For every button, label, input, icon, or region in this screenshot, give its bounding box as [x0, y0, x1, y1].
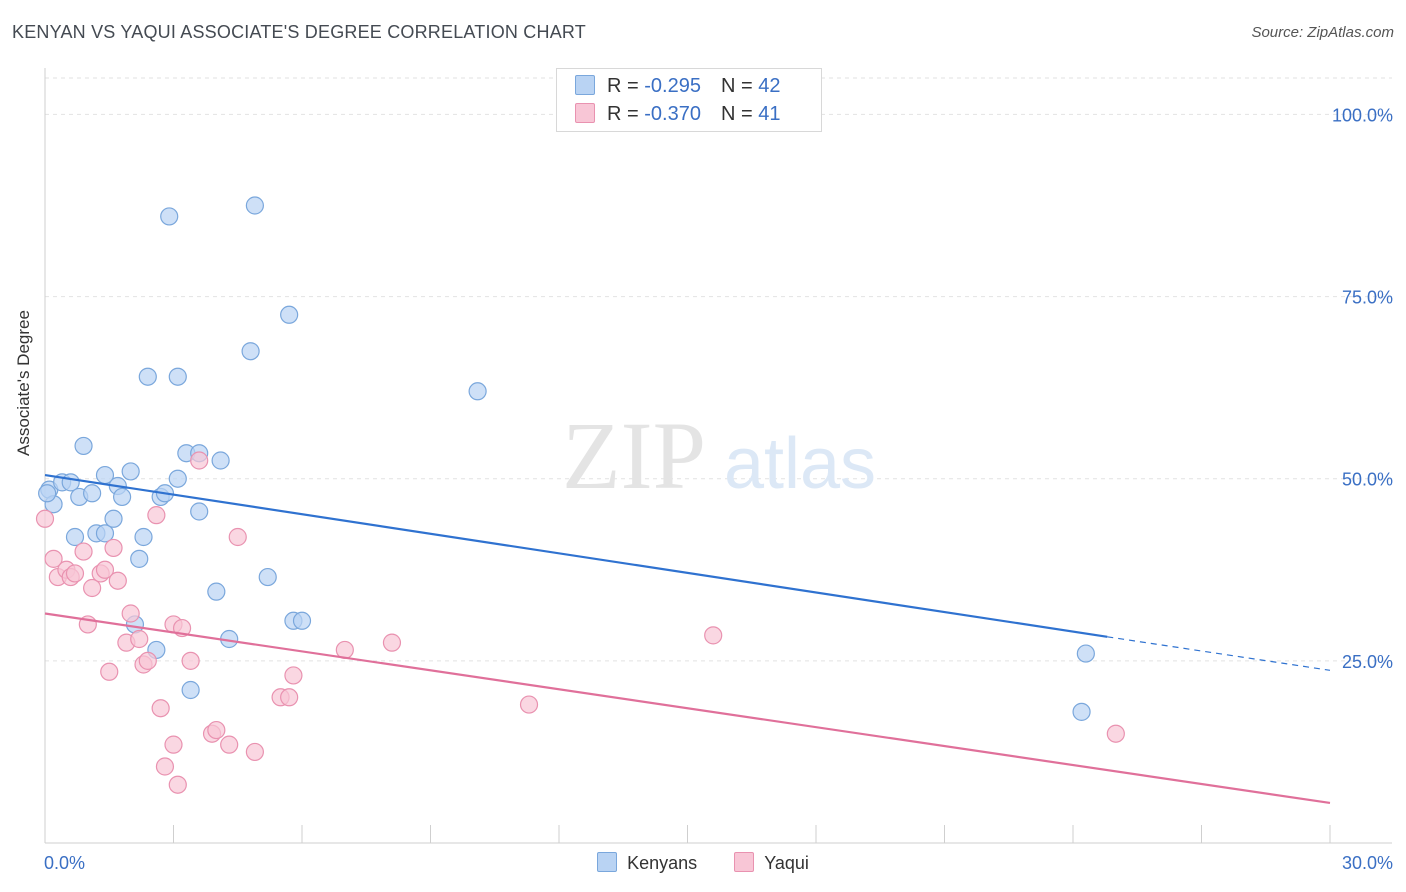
- kenyans-swatch: [597, 852, 618, 872]
- yaqui-point: [138, 651, 157, 670]
- kenyans-point: [112, 487, 132, 507]
- stats-box: R = -0.295 N = 42 R = -0.370 N = 41: [556, 68, 822, 132]
- kenyans-point: [245, 196, 264, 215]
- r-label: R =: [607, 103, 645, 125]
- y-tick-label: 25.0%: [1342, 652, 1393, 672]
- yaqui-point: [151, 699, 170, 718]
- stats-row-yaqui: R = -0.370 N = 41: [575, 101, 780, 127]
- yaqui-point: [74, 542, 93, 561]
- y-tick-label: 100.0%: [1332, 105, 1393, 125]
- yaqui-point: [95, 560, 115, 579]
- legend-item-kenyans[interactable]: Kenyans: [597, 852, 697, 874]
- stats-row-kenyans: R = -0.295 N = 42: [575, 73, 780, 99]
- kenyans-point: [207, 582, 226, 601]
- kenyans-point: [104, 509, 123, 528]
- kenyans-point: [190, 502, 209, 521]
- kenyans-point: [1072, 702, 1091, 721]
- yaqui-point: [83, 578, 102, 598]
- yaqui-point: [280, 688, 299, 707]
- yaqui-point: [190, 451, 209, 470]
- yaqui-trend-line: [44, 612, 1331, 805]
- yaqui-point: [220, 735, 239, 754]
- kenyans-point: [160, 207, 179, 226]
- kenyans-point: [65, 527, 85, 547]
- legend-label: Kenyans: [627, 853, 698, 873]
- kenyans-point: [211, 451, 230, 470]
- kenyans-trend-line: [44, 473, 1108, 638]
- n-value: 41: [758, 103, 781, 125]
- kenyans-point: [241, 342, 260, 361]
- yaqui-point: [155, 757, 175, 776]
- yaqui-point: [121, 604, 140, 623]
- y-tick-label: 75.0%: [1342, 288, 1393, 308]
- kenyans-point: [168, 469, 187, 488]
- yaqui-swatch: [734, 852, 755, 872]
- legend: Kenyans Yaqui: [0, 852, 1406, 874]
- yaqui-point: [65, 564, 85, 583]
- kenyans-swatch: [575, 75, 595, 95]
- x-tick-label: 30.0%: [1342, 853, 1393, 873]
- kenyans-point: [130, 549, 149, 568]
- yaqui-point: [44, 549, 63, 568]
- kenyans-point: [181, 680, 200, 700]
- n-label: N =: [720, 75, 759, 97]
- yaqui-point: [207, 720, 226, 740]
- yaqui-point: [147, 506, 166, 525]
- yaqui-point: [168, 775, 187, 794]
- r-label: R =: [607, 75, 645, 97]
- yaqui-point: [519, 695, 539, 714]
- yaqui-point: [382, 633, 402, 652]
- kenyans-point: [134, 527, 153, 547]
- kenyans-point: [168, 367, 187, 386]
- n-value: 42: [758, 75, 781, 97]
- kenyans-point: [83, 484, 102, 503]
- yaqui-point: [164, 735, 183, 754]
- yaqui-point: [704, 626, 723, 645]
- x-tick-label: 0.0%: [44, 853, 85, 873]
- kenyans-point: [468, 382, 487, 401]
- legend-label: Yaqui: [764, 853, 809, 873]
- yaqui-point: [130, 629, 149, 649]
- r-value: -0.370: [644, 103, 701, 125]
- yaqui-swatch: [575, 103, 595, 123]
- y-axis-label: Associate's Degree: [14, 310, 33, 456]
- source-credit: Source: ZipAtlas.com: [1251, 24, 1394, 41]
- y-tick-label: 50.0%: [1342, 470, 1393, 490]
- kenyans-point: [258, 567, 277, 587]
- watermark-atlas: atlas: [724, 424, 876, 504]
- yaqui-point: [228, 527, 247, 547]
- kenyans-point: [1076, 644, 1095, 663]
- yaqui-point: [104, 538, 123, 558]
- yaqui-point: [108, 571, 127, 590]
- kenyans-point: [38, 484, 57, 503]
- kenyans-point: [280, 305, 299, 324]
- yaqui-point: [284, 666, 303, 685]
- watermark-zip: ZIP: [562, 402, 706, 509]
- kenyans-point: [121, 462, 140, 481]
- r-value: -0.295: [644, 75, 701, 97]
- kenyans-point: [138, 367, 157, 386]
- n-label: N =: [720, 103, 759, 125]
- yaqui-point: [100, 662, 119, 681]
- kenyans-point: [292, 611, 312, 630]
- chart-title: KENYAN VS YAQUI ASSOCIATE'S DEGREE CORRE…: [12, 22, 586, 42]
- yaqui-point: [35, 509, 55, 528]
- kenyans-point: [95, 524, 115, 543]
- watermark: ZIP atlas: [562, 402, 876, 509]
- yaqui-point: [1106, 724, 1125, 743]
- kenyans-trend-extension: [1107, 636, 1331, 671]
- legend-item-yaqui[interactable]: Yaqui: [734, 852, 809, 874]
- kenyans-point: [74, 436, 93, 456]
- yaqui-point: [181, 651, 200, 670]
- yaqui-point: [245, 742, 264, 762]
